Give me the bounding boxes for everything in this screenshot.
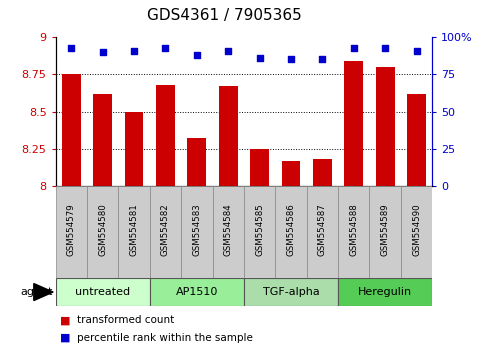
Polygon shape bbox=[34, 284, 53, 301]
Bar bbox=[213, 186, 244, 278]
Text: GSM554585: GSM554585 bbox=[255, 204, 264, 256]
Point bbox=[287, 57, 295, 62]
Bar bbox=[250, 149, 269, 186]
Bar bbox=[150, 186, 181, 278]
Bar bbox=[125, 112, 143, 186]
Bar bbox=[244, 278, 338, 306]
Bar bbox=[219, 86, 238, 186]
Text: ■: ■ bbox=[60, 333, 71, 343]
Text: GSM554586: GSM554586 bbox=[286, 204, 296, 256]
Bar bbox=[56, 186, 87, 278]
Point bbox=[382, 45, 389, 50]
Text: GSM554583: GSM554583 bbox=[192, 204, 201, 256]
Bar bbox=[401, 186, 432, 278]
Text: GSM554581: GSM554581 bbox=[129, 204, 139, 256]
Point bbox=[256, 55, 264, 61]
Point bbox=[161, 45, 170, 50]
Point bbox=[68, 45, 75, 50]
Bar bbox=[156, 85, 175, 186]
Text: GSM554582: GSM554582 bbox=[161, 204, 170, 256]
Bar bbox=[338, 278, 432, 306]
Text: ■: ■ bbox=[60, 315, 71, 325]
Text: AP1510: AP1510 bbox=[176, 287, 218, 297]
Bar bbox=[313, 159, 332, 186]
Point bbox=[130, 48, 138, 53]
Text: GSM554587: GSM554587 bbox=[318, 204, 327, 256]
Bar bbox=[93, 94, 112, 186]
Bar bbox=[307, 186, 338, 278]
Text: GSM554588: GSM554588 bbox=[349, 204, 358, 256]
Text: GSM554584: GSM554584 bbox=[224, 204, 233, 256]
Bar bbox=[187, 138, 206, 186]
Text: percentile rank within the sample: percentile rank within the sample bbox=[77, 333, 253, 343]
Bar bbox=[244, 186, 275, 278]
Bar bbox=[56, 278, 150, 306]
Text: GSM554580: GSM554580 bbox=[98, 204, 107, 256]
Bar bbox=[62, 74, 81, 186]
Bar bbox=[407, 94, 426, 186]
Point bbox=[350, 45, 357, 50]
Point bbox=[224, 48, 232, 53]
Text: untreated: untreated bbox=[75, 287, 130, 297]
Point bbox=[412, 48, 420, 53]
Text: agent: agent bbox=[21, 287, 53, 297]
Bar bbox=[282, 161, 300, 186]
Bar bbox=[376, 67, 395, 186]
Text: GSM554579: GSM554579 bbox=[67, 204, 76, 256]
Point bbox=[319, 57, 327, 62]
Bar bbox=[275, 186, 307, 278]
Text: transformed count: transformed count bbox=[77, 315, 174, 325]
Text: TGF-alpha: TGF-alpha bbox=[263, 287, 319, 297]
Bar bbox=[369, 186, 401, 278]
Bar bbox=[181, 186, 213, 278]
Text: GDS4361 / 7905365: GDS4361 / 7905365 bbox=[147, 8, 302, 23]
Text: GSM554589: GSM554589 bbox=[381, 204, 390, 256]
Text: GSM554590: GSM554590 bbox=[412, 204, 421, 256]
Point bbox=[193, 52, 201, 58]
Bar bbox=[150, 278, 244, 306]
Bar bbox=[118, 186, 150, 278]
Point bbox=[99, 49, 107, 55]
Text: Heregulin: Heregulin bbox=[358, 287, 412, 297]
Bar bbox=[338, 186, 369, 278]
Bar bbox=[87, 186, 118, 278]
Bar bbox=[344, 61, 363, 186]
